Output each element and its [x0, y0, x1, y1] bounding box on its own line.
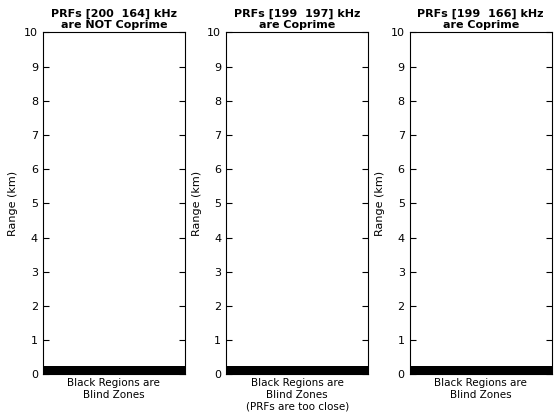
Title: PRFs [199  197] kHz
are Coprime: PRFs [199 197] kHz are Coprime	[234, 8, 361, 30]
Title: PRFs [200  164] kHz
are NOT Coprime: PRFs [200 164] kHz are NOT Coprime	[51, 8, 177, 30]
Y-axis label: Range (km): Range (km)	[192, 171, 202, 236]
Y-axis label: Range (km): Range (km)	[375, 171, 385, 236]
X-axis label: Black Regions are
Blind Zones: Black Regions are Blind Zones	[434, 378, 527, 400]
X-axis label: Black Regions are
Blind Zones
(PRFs are too close): Black Regions are Blind Zones (PRFs are …	[246, 378, 349, 412]
Title: PRFs [199  166] kHz
are Coprime: PRFs [199 166] kHz are Coprime	[417, 8, 544, 30]
X-axis label: Black Regions are
Blind Zones: Black Regions are Blind Zones	[67, 378, 160, 400]
Y-axis label: Range (km): Range (km)	[8, 171, 18, 236]
